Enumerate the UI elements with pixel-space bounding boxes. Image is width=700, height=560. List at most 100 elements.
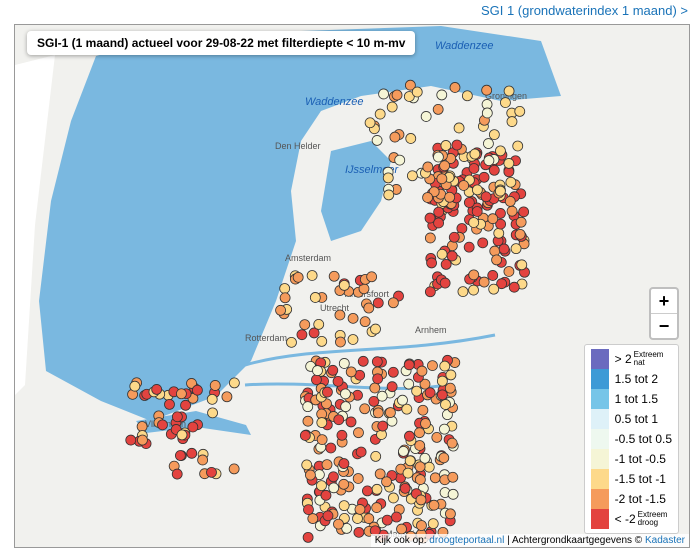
well-dot <box>345 416 357 428</box>
well-dot <box>453 122 465 134</box>
well-dot <box>447 488 459 500</box>
well-dot <box>419 452 431 464</box>
well-dot <box>338 500 350 512</box>
zoom-control: + − <box>649 287 679 340</box>
text: Kijk ook op: <box>374 535 427 546</box>
well-dot <box>137 434 148 446</box>
link[interactable]: Kadaster <box>644 535 685 546</box>
well-dot <box>372 373 384 385</box>
well-dot <box>175 450 186 461</box>
well-dot <box>431 431 443 443</box>
well-dot <box>449 82 461 93</box>
legend-swatch <box>590 449 609 469</box>
well-dot <box>471 206 483 217</box>
well-dot <box>391 89 403 101</box>
well-dot <box>448 231 460 243</box>
well-dot <box>426 257 437 269</box>
legend-swatch <box>590 489 609 509</box>
place-label: Amersfoort <box>345 289 390 299</box>
well-dot <box>427 360 438 372</box>
well-dot <box>439 360 451 372</box>
well-dot <box>151 384 163 395</box>
well-dot <box>403 359 415 371</box>
well-dot <box>302 415 314 427</box>
well-dot <box>309 292 321 303</box>
well-dot <box>411 385 423 397</box>
well-dot <box>416 520 427 531</box>
link[interactable]: droogteportaal.nl <box>429 535 505 546</box>
well-dot <box>316 434 328 446</box>
well-dot <box>228 377 240 389</box>
well-dot <box>316 417 328 428</box>
well-dot <box>381 476 392 488</box>
well-dot <box>354 504 366 515</box>
well-dot <box>504 196 516 207</box>
well-dot <box>515 216 527 228</box>
attribution: Kijk ook op: droogteportaal.nl | Achterg… <box>370 534 689 547</box>
well-dot <box>440 258 452 270</box>
well-dot <box>347 312 359 324</box>
legend: > 2 Extreem nat 1.5 tot 2 1 tot 1.5 0.5 tot … <box>583 344 679 534</box>
text: > <box>680 3 688 18</box>
well-dot <box>366 271 378 283</box>
well-dot <box>338 280 350 291</box>
place-label: Waddenzee <box>305 96 364 108</box>
well-dot <box>371 135 383 146</box>
well-dot <box>414 461 426 473</box>
well-dot <box>439 277 451 289</box>
well-dot <box>171 468 183 480</box>
legend-swatch <box>590 509 609 529</box>
legend-swatch <box>590 429 609 449</box>
west-land <box>15 55 55 395</box>
well-dot <box>299 319 311 330</box>
well-dot <box>302 531 314 543</box>
well-dot <box>334 309 346 321</box>
well-dot <box>206 393 218 405</box>
legend-swatch <box>590 369 609 389</box>
map-title: SGI-1 (1 maand) actueel voor 29-08-22 me… <box>27 31 416 55</box>
well-dot <box>209 380 221 391</box>
text: | Achtergrondkaartgegevens © <box>507 535 643 546</box>
well-dot <box>433 151 444 163</box>
well-dot <box>374 468 386 480</box>
well-dot <box>494 185 506 197</box>
well-dot <box>447 471 459 483</box>
well-dot <box>316 335 328 347</box>
well-dot <box>381 514 393 526</box>
well-dot <box>436 375 448 387</box>
well-dot <box>436 389 448 401</box>
well-dot <box>480 191 492 203</box>
well-dot <box>444 191 456 203</box>
well-dot <box>206 466 217 478</box>
well-dot <box>445 369 457 381</box>
well-dot <box>191 384 203 396</box>
well-dot <box>495 145 506 157</box>
legend-item: -0.5 tot 0.5 <box>590 429 672 449</box>
legend-label: -2 tot -1.5 <box>614 492 666 506</box>
well-dot <box>157 419 168 431</box>
well-dot <box>303 504 314 516</box>
zoom-in[interactable]: + <box>651 289 677 314</box>
well-dot <box>136 421 148 432</box>
well-dot <box>401 403 413 415</box>
well-dot <box>417 404 429 416</box>
well-dot <box>385 407 396 418</box>
well-dot <box>338 458 350 469</box>
zoom-out[interactable]: − <box>658 316 670 336</box>
legend-label: 1 tot 1.5 <box>614 392 658 406</box>
well-dot <box>355 446 367 458</box>
well-dot <box>488 164 500 176</box>
well-dot <box>171 411 183 423</box>
well-dot <box>436 173 448 185</box>
sea <box>39 26 561 421</box>
well-dot <box>514 228 526 240</box>
well-dot <box>420 111 432 122</box>
header-link[interactable]: SGI 1 (grondwaterindex 1 maand) > <box>481 3 688 18</box>
well-dot <box>388 492 399 504</box>
well-dot <box>446 250 458 262</box>
well-dot <box>424 232 436 244</box>
well-dot <box>377 420 389 432</box>
well-dot <box>489 245 501 257</box>
well-dot <box>362 485 373 497</box>
